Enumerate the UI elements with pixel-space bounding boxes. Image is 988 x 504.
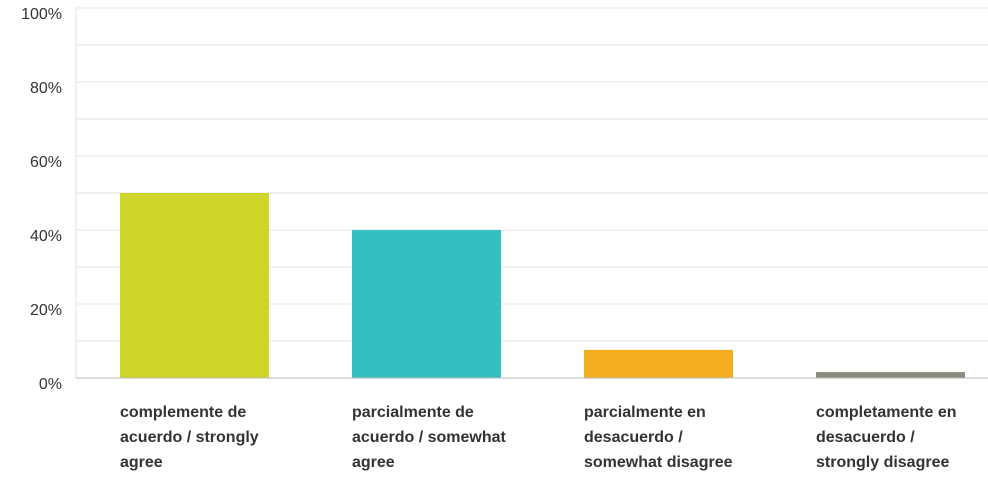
y-tick-label: 80% — [30, 80, 62, 97]
x-tick-label: completamente en desacuerdo / strongly d… — [816, 404, 957, 471]
bar — [816, 372, 965, 378]
x-tick-label: parcialmente en desacuerdo / somewhat di… — [584, 404, 733, 471]
x-tick-label: complemente de acuerdo / strongly agree — [120, 404, 259, 471]
y-tick-label: 100% — [21, 6, 62, 23]
x-tick-label: parcialmente de acuerdo / somewhat agree — [352, 404, 506, 471]
y-tick-label: 40% — [30, 228, 62, 245]
bar — [120, 193, 269, 378]
y-tick-label: 60% — [30, 154, 62, 171]
y-tick-label: 0% — [39, 376, 62, 393]
bar — [352, 230, 501, 378]
bar — [584, 349, 733, 378]
y-tick-label: 20% — [30, 302, 62, 319]
